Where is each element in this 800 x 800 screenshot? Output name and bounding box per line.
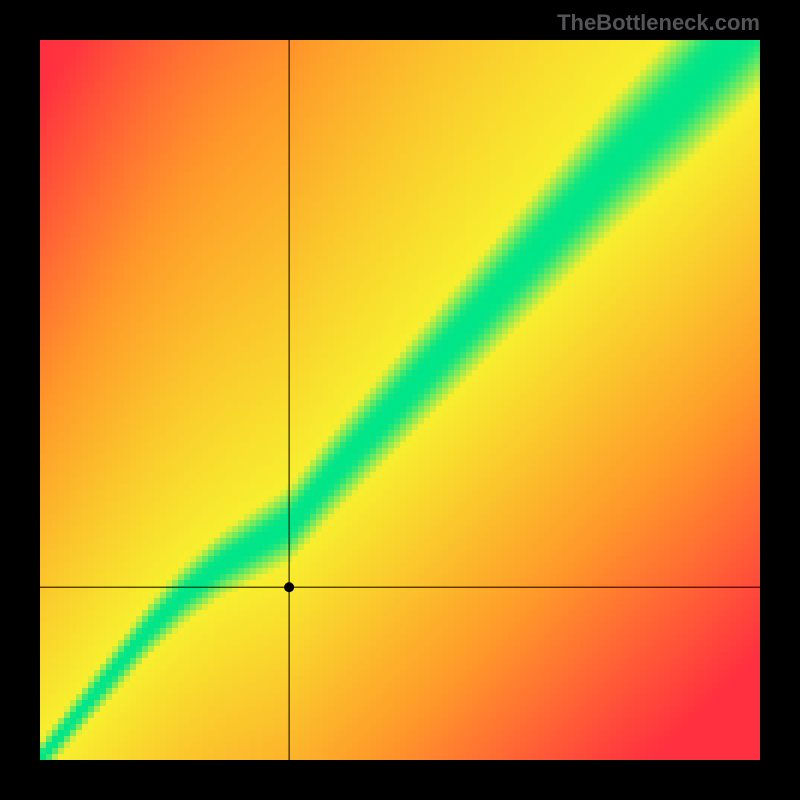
watermark-text: TheBottleneck.com xyxy=(557,10,760,36)
bottleneck-heatmap xyxy=(40,40,760,760)
